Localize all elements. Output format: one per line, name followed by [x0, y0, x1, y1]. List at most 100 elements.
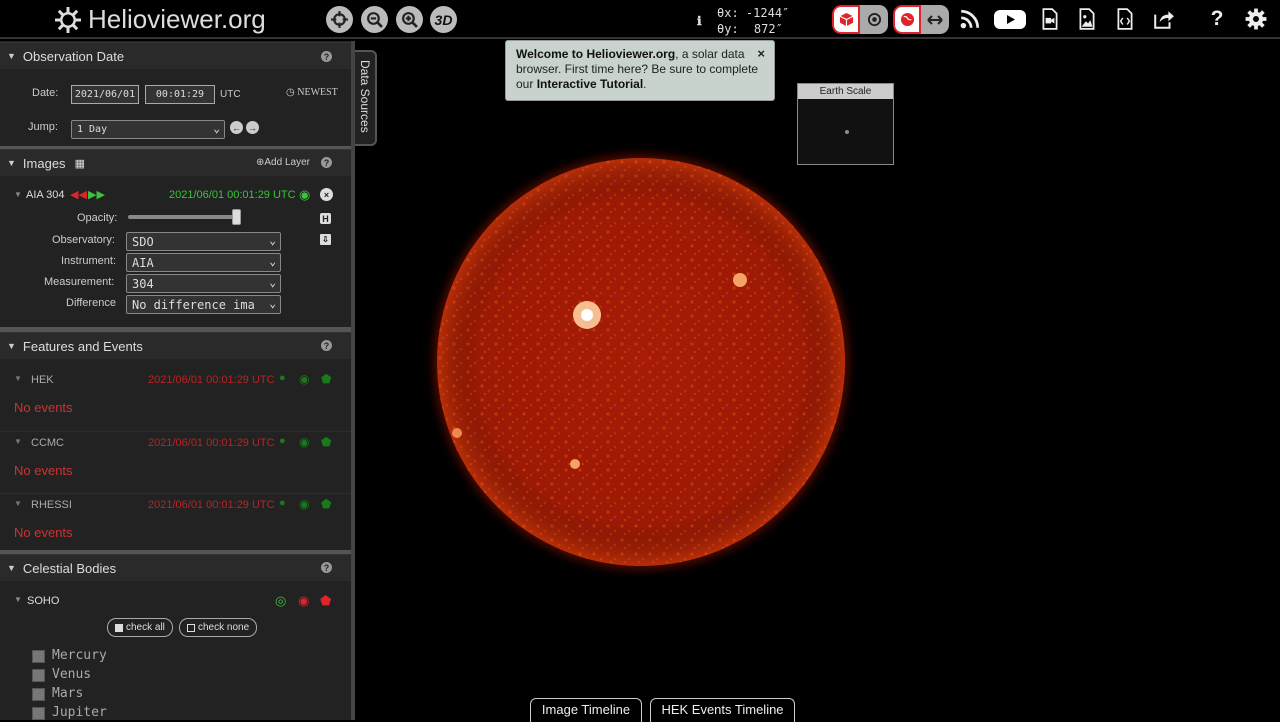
event-marker-icon[interactable]: ●: [279, 435, 286, 447]
cube-projection-option[interactable]: [832, 5, 860, 34]
layer-collapse-icon[interactable]: ▼: [14, 190, 22, 199]
chevron-down-icon: ⌄: [269, 276, 276, 289]
horizontal-view-option[interactable]: [921, 5, 949, 34]
theta-x-label: θx:: [717, 6, 739, 20]
collapse-triangle-icon[interactable]: ▼: [14, 499, 22, 508]
crosshair-icon: [331, 11, 348, 28]
target-projection-option[interactable]: [860, 5, 888, 34]
eye-icon[interactable]: ◉: [299, 497, 310, 511]
help-icon[interactable]: ?: [321, 340, 332, 351]
tag-icon[interactable]: ⬟: [321, 497, 332, 511]
event-marker-icon[interactable]: ●: [279, 497, 286, 509]
instrument-select[interactable]: AIA ⌄: [126, 253, 281, 272]
eye-icon[interactable]: ◉: [299, 372, 310, 386]
tag-icon[interactable]: ⬟: [321, 372, 332, 386]
close-icon[interactable]: ×: [757, 46, 765, 61]
globe-icon: [900, 12, 914, 27]
observatory-select[interactable]: SDO ⌄: [126, 232, 281, 251]
jump-select[interactable]: 1 Day ⌄: [71, 120, 225, 139]
difference-value: No difference ima: [132, 297, 255, 312]
app-logo[interactable]: Helioviewer.org: [54, 4, 266, 35]
help-icon[interactable]: ?: [321, 157, 332, 168]
collapse-triangle-icon[interactable]: ▼: [14, 374, 22, 383]
celestial-bodies-header[interactable]: ▼ Celestial Bodies: [0, 554, 351, 581]
newest-button[interactable]: ◷ NEWEST: [286, 87, 338, 98]
settings-button[interactable]: [1244, 7, 1268, 31]
embed-code-button[interactable]: [1113, 7, 1137, 31]
observation-date-header[interactable]: ▼ Observation Date: [0, 42, 351, 69]
tag-icon[interactable]: ⬟: [321, 435, 332, 449]
projection-toggle[interactable]: [832, 5, 888, 34]
earth-scale-box[interactable]: Earth Scale: [797, 83, 894, 165]
target-icon: [867, 12, 881, 27]
youtube-button[interactable]: [993, 7, 1027, 31]
body-label: Venus: [52, 667, 92, 682]
jump-back-button[interactable]: ←: [230, 121, 243, 134]
tutorial-link[interactable]: Interactive Tutorial: [536, 77, 644, 91]
eye-icon[interactable]: ◉: [299, 187, 311, 202]
opacity-slider-handle[interactable]: [232, 209, 241, 225]
code-file-icon: [1117, 8, 1133, 30]
date-input[interactable]: 2021/06/01: [71, 85, 139, 104]
question-mark-icon: ?: [1210, 7, 1224, 30]
share-button[interactable]: [1152, 7, 1176, 31]
opacity-slider-track[interactable]: [128, 215, 240, 219]
movie-button[interactable]: [1038, 7, 1062, 31]
globe-view-option[interactable]: [893, 5, 921, 34]
rewind-icon[interactable]: ◀◀: [70, 189, 87, 201]
eye-icon[interactable]: ◉: [299, 435, 310, 449]
body-checkbox-mercury[interactable]: [32, 650, 45, 663]
view-mode-toggle[interactable]: [893, 5, 949, 34]
target-icon[interactable]: ◎: [275, 593, 287, 608]
fast-forward-icon[interactable]: ▶▶: [88, 189, 105, 201]
difference-select[interactable]: No difference ima ⌄: [126, 295, 281, 314]
images-header[interactable]: ▼ Images ▦: [0, 149, 351, 176]
collapse-triangle-icon[interactable]: ▼: [14, 437, 22, 446]
top-toolbar: Helioviewer.org 3D ℹ θx: -1244″ θy: 872″: [0, 0, 1280, 39]
3d-view-button[interactable]: 3D: [430, 6, 457, 33]
clock-icon: ◷: [286, 87, 295, 98]
sun-logo-icon: [55, 6, 81, 33]
difference-label: Difference: [66, 297, 116, 309]
check-none-button[interactable]: check none: [179, 618, 258, 637]
sidebar-divider[interactable]: [351, 41, 355, 720]
event-source-timestamp: 2021/06/01 00:01:29 UTC: [148, 499, 275, 511]
solar-image-viewport[interactable]: [437, 158, 845, 566]
help-icon[interactable]: ?: [321, 562, 332, 573]
event-marker-icon[interactable]: ●: [279, 372, 286, 384]
data-sources-tab[interactable]: Data Sources: [355, 50, 377, 146]
body-checkbox-venus[interactable]: [32, 669, 45, 682]
remove-layer-button[interactable]: ×: [320, 188, 333, 201]
tag-icon[interactable]: ⬟: [320, 593, 332, 608]
share-icon: [1154, 11, 1174, 29]
section-title: Celestial Bodies: [22, 560, 117, 576]
arrow-right-icon: →: [248, 122, 257, 133]
sun-surface-texture: [437, 158, 845, 566]
close-icon: ×: [323, 189, 330, 200]
body-checkbox-jupiter[interactable]: [32, 707, 45, 720]
image-timeline-tab[interactable]: Image Timeline: [530, 698, 642, 722]
measurement-select[interactable]: 304 ⌄: [126, 274, 281, 293]
jump-forward-button[interactable]: →: [246, 121, 259, 134]
rss-feed-button[interactable]: [958, 7, 982, 31]
info-icon[interactable]: ℹ: [697, 14, 702, 28]
eye-icon[interactable]: ◉: [298, 593, 310, 608]
add-layer-button[interactable]: ⊕Add Layer: [256, 157, 310, 168]
body-checkbox-mars[interactable]: [32, 688, 45, 701]
hek-events-timeline-tab[interactable]: HEK Events Timeline: [650, 698, 795, 722]
grid-icon[interactable]: ▦: [74, 157, 85, 170]
check-all-button[interactable]: check all: [107, 618, 173, 637]
zoom-in-button[interactable]: [396, 6, 423, 33]
zoom-out-button[interactable]: [361, 6, 388, 33]
time-input[interactable]: 00:01:29: [145, 85, 215, 104]
screenshot-button[interactable]: [1075, 7, 1099, 31]
help-button[interactable]: ?: [1205, 7, 1229, 31]
collapse-triangle-icon[interactable]: ▼: [14, 595, 22, 604]
header-info-icon[interactable]: H: [320, 213, 331, 224]
help-icon[interactable]: ?: [321, 51, 332, 62]
features-events-header[interactable]: ▼ Features and Events: [0, 332, 351, 359]
center-viewport-button[interactable]: [326, 6, 353, 33]
download-image-icon[interactable]: ⇩: [320, 234, 331, 245]
rss-icon: [960, 9, 980, 29]
observation-date-section: ▼ Observation Date ? Date: 2021/06/01 00…: [0, 42, 351, 146]
